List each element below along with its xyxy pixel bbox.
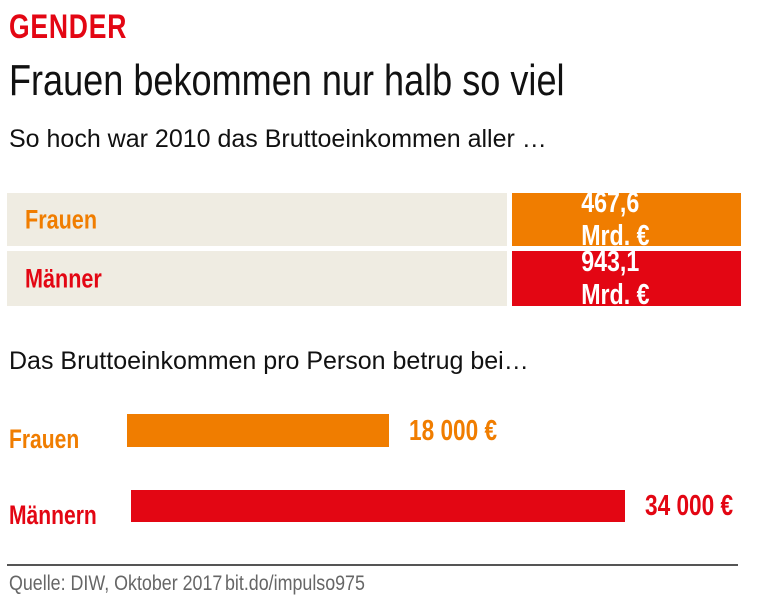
table-row-women-value: 467,6 Mrd. €: [512, 187, 741, 252]
kicker: GENDER: [9, 8, 160, 47]
bar-label-women: Frauen: [9, 424, 99, 455]
subtitle-per-person: Das Bruttoeinkommen pro Person betrug be…: [9, 347, 529, 375]
source-text: Quelle: DIW, Oktober 2017: [9, 572, 223, 595]
bar-label-men: Männern: [9, 500, 122, 531]
footer-divider: [7, 564, 738, 566]
table-row-men-label: Männer: [7, 251, 507, 306]
chart-title: Frauen bekommen nur halb so viel: [9, 56, 686, 106]
bar-value-text: 18 000 €: [408, 415, 497, 447]
bar-men: [131, 490, 625, 522]
table-row-women-label: Frauen: [7, 193, 507, 246]
row-value: 943,1 Mrd. €: [580, 245, 650, 311]
link-text[interactable]: bit.do/impulso975: [225, 572, 365, 595]
bar-value-text: 34 000 €: [645, 490, 734, 522]
kicker-text: GENDER: [9, 8, 128, 46]
bar-label-text: Männern: [9, 500, 97, 530]
row-label: Männer: [25, 263, 102, 293]
row-label: Frauen: [25, 204, 98, 234]
subtitle: So hoch war 2010 das Bruttoeinkommen all…: [9, 125, 547, 153]
bar-label-text: Frauen: [9, 424, 80, 454]
row-value: 467,6 Mrd. €: [580, 186, 650, 252]
source-note: Quelle: DIW, Oktober 2017: [9, 572, 260, 596]
bar-women: [127, 414, 389, 447]
bar-value-men: 34 000 €: [645, 490, 758, 523]
table-row-men-value: 943,1 Mrd. €: [512, 246, 741, 311]
bar-value-women: 18 000 €: [409, 415, 522, 448]
title-text: Frauen bekommen nur halb so viel: [9, 56, 565, 105]
source-link[interactable]: bit.do/impulso975: [225, 572, 390, 596]
